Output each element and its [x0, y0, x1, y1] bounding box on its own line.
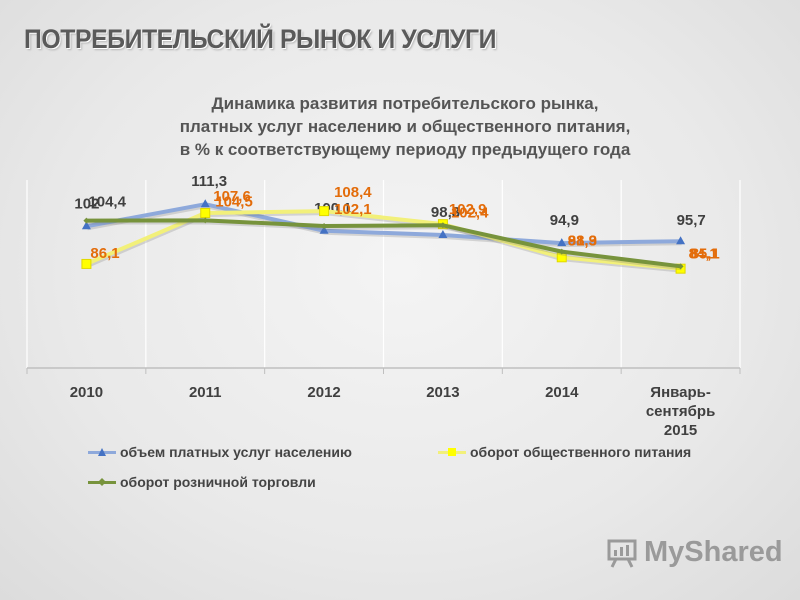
data-label: 104,4 — [88, 194, 126, 211]
data-point-square — [319, 206, 330, 217]
data-point-diamond — [439, 222, 446, 229]
data-label: 86,1 — [90, 245, 119, 262]
data-point-triangle — [319, 225, 329, 234]
data-label: 88,9 — [568, 232, 597, 249]
data-point-triangle — [676, 236, 686, 245]
data-label: 98,3 — [431, 204, 460, 221]
legend-swatch-catering — [438, 446, 466, 458]
data-point-triangle — [557, 238, 567, 247]
watermark-text: MyShared — [644, 536, 783, 568]
data-label: 107,6 — [213, 188, 251, 205]
x-tick-label: 2010 — [70, 384, 103, 401]
x-tick-label: 2011 — [189, 384, 222, 401]
data-point-diamond — [321, 223, 328, 230]
data-point-triangle — [200, 199, 210, 208]
data-label: 85,1 — [691, 245, 720, 262]
chart-title-line-3: в % к соответствующему периоду предыдуще… — [179, 140, 631, 159]
data-label: 102,1 — [334, 201, 372, 218]
data-label: 94,9 — [550, 212, 579, 229]
data-label: 91,3 — [568, 233, 597, 250]
legend-item-retail: оборот розничной торговли — [88, 474, 316, 490]
data-point-diamond — [558, 248, 565, 255]
x-tick-label: 2012 — [307, 384, 340, 401]
presentation-icon — [607, 539, 637, 568]
x-tick-label: Январь- — [650, 384, 711, 401]
data-label: 102,4 — [451, 204, 489, 221]
data-point-diamond — [677, 263, 684, 270]
chart-title-line-1: Динамика развития потребительского рынка… — [211, 94, 599, 113]
x-tick-label: 2013 — [426, 384, 459, 401]
series-line-3 — [86, 218, 681, 269]
chart-title: Динамика развития потребительского рынка… — [80, 92, 730, 161]
legend-item-catering: оборот общественного питания — [438, 444, 691, 460]
x-tick-label: 2014 — [545, 384, 579, 401]
chart-title-line-2: платных услуг населению и общественного … — [179, 117, 631, 136]
x-tick-label: 2015 — [664, 422, 697, 439]
data-point-triangle — [81, 221, 91, 230]
data-label: 102,9 — [449, 201, 487, 218]
legend-swatch-retail — [88, 476, 116, 488]
legend-swatch-services — [88, 446, 116, 458]
legend-item-services: объем платных услуг населению — [88, 444, 352, 460]
data-point-diamond — [83, 217, 90, 224]
legend-label-retail: оборот розничной торговли — [120, 474, 316, 490]
legend-label-catering: оборот общественного питания — [470, 444, 692, 460]
data-point-diamond — [202, 217, 209, 224]
data-label: 111,3 — [191, 173, 227, 190]
watermark-logo: MyShared — [606, 536, 783, 569]
data-label: 108,4 — [334, 184, 372, 201]
page-title: ПОТРЕБИТЕЛЬСКИЙ РЫНОК И УСЛУГИ — [24, 24, 497, 54]
data-label: 95,7 — [677, 212, 706, 229]
data-label: 84,1 — [689, 246, 718, 263]
legend-label-services: объем платных услуг населению — [120, 444, 352, 460]
series-line-1 — [86, 202, 681, 246]
data-point-square — [200, 207, 211, 218]
x-tick-label: сентябрь — [646, 403, 716, 420]
data-point-square — [81, 258, 92, 269]
data-label: 102 — [74, 195, 99, 212]
data-point-triangle — [438, 230, 448, 239]
data-label: 104,5 — [215, 193, 253, 210]
